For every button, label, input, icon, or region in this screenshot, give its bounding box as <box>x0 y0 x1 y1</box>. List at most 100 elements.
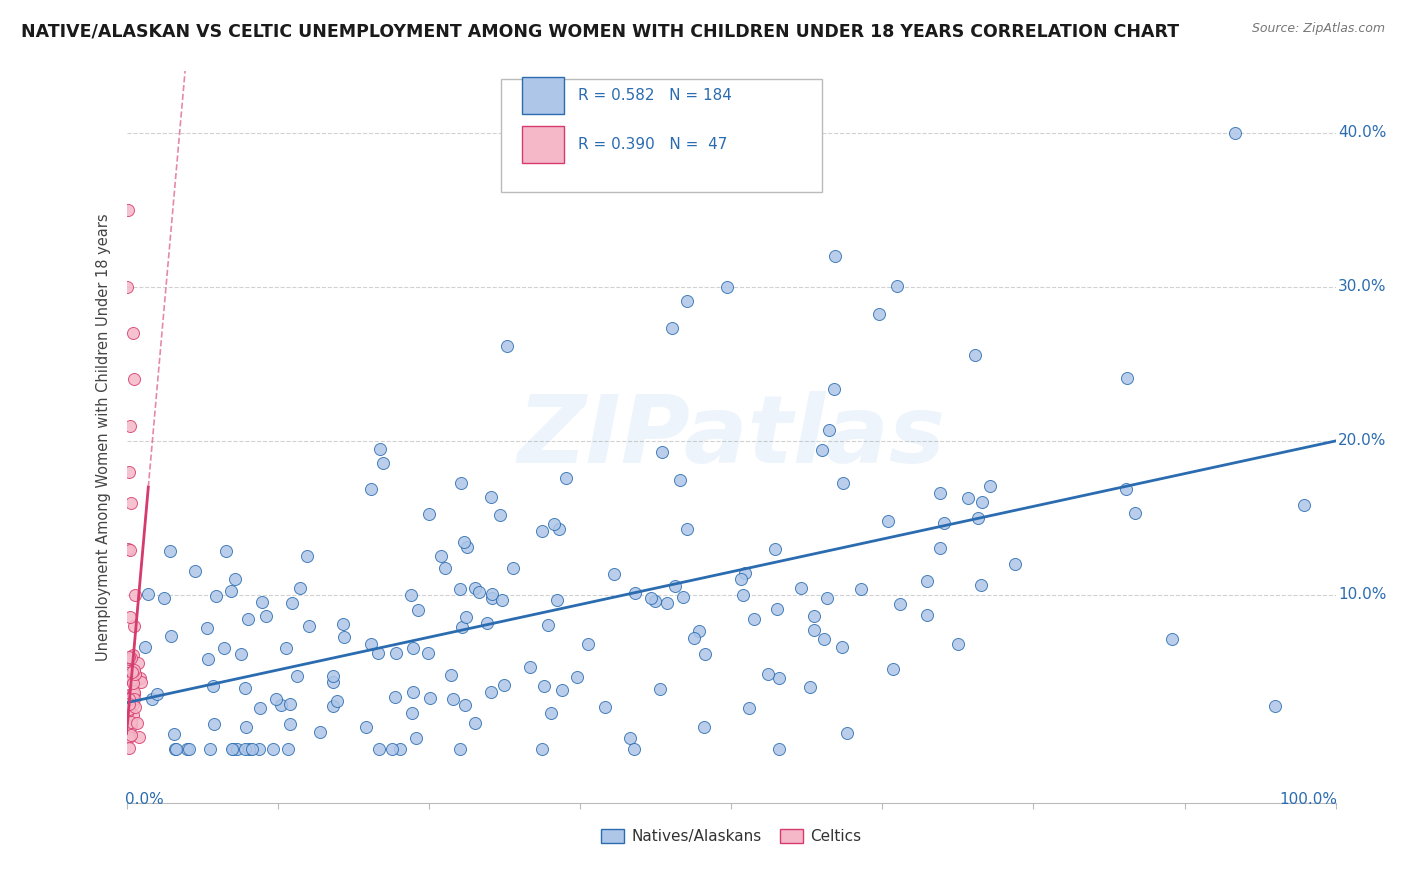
Point <box>957 491 980 505</box>
Point <box>832 476 855 491</box>
Point <box>202 679 225 693</box>
Point <box>716 280 738 294</box>
Point <box>250 595 273 609</box>
Point <box>661 320 683 334</box>
Point <box>388 742 411 756</box>
Point <box>655 596 678 610</box>
Point <box>134 640 156 655</box>
Point <box>402 685 425 699</box>
Point <box>554 471 576 485</box>
Point <box>121 672 143 686</box>
Point <box>763 542 786 557</box>
Point <box>817 423 839 437</box>
Y-axis label: Unemployment Among Women with Children Under 18 years: Unemployment Among Women with Children U… <box>96 213 111 661</box>
Point <box>118 543 141 558</box>
Point <box>121 665 143 679</box>
Point <box>122 685 145 699</box>
Point <box>464 581 486 595</box>
Point <box>118 740 141 755</box>
Point <box>308 725 330 739</box>
Point <box>886 278 908 293</box>
Point <box>768 742 790 756</box>
Point <box>882 662 904 676</box>
Point <box>117 541 139 556</box>
Point <box>669 473 692 487</box>
Point <box>1160 632 1182 646</box>
Point <box>1125 507 1147 521</box>
Point <box>831 640 853 654</box>
Point <box>117 655 139 669</box>
Point <box>120 610 142 624</box>
Text: NATIVE/ALASKAN VS CELTIC UNEMPLOYMENT AMONG WOMEN WITH CHILDREN UNDER 18 YEARS C: NATIVE/ALASKAN VS CELTIC UNEMPLOYMENT AM… <box>21 22 1180 40</box>
Point <box>141 691 163 706</box>
Point <box>454 609 477 624</box>
Point <box>121 675 143 690</box>
Point <box>537 618 560 632</box>
Point <box>159 629 181 643</box>
Point <box>433 561 456 575</box>
Point <box>533 679 555 693</box>
Point <box>122 687 145 701</box>
Point <box>932 516 955 530</box>
Point <box>979 479 1001 493</box>
Point <box>238 742 260 756</box>
Point <box>117 720 139 734</box>
Point <box>742 612 765 626</box>
Point <box>221 742 243 756</box>
Point <box>120 715 142 730</box>
Point <box>766 602 789 616</box>
Point <box>496 339 519 353</box>
Point <box>640 591 662 605</box>
Point <box>531 524 554 538</box>
Point <box>129 674 152 689</box>
Point <box>928 486 950 500</box>
Text: 20.0%: 20.0% <box>1339 434 1386 449</box>
Point <box>118 702 141 716</box>
Point <box>734 566 756 581</box>
Point <box>225 742 247 756</box>
Point <box>1264 698 1286 713</box>
Point <box>270 698 292 713</box>
Point <box>118 672 141 686</box>
Point <box>475 616 498 631</box>
Point <box>122 372 145 386</box>
Point <box>277 742 299 756</box>
Point <box>240 742 263 756</box>
Point <box>298 619 321 633</box>
Point <box>479 490 502 504</box>
Point <box>481 587 503 601</box>
Point <box>183 564 205 578</box>
Point <box>165 742 187 756</box>
Point <box>136 587 159 601</box>
FancyBboxPatch shape <box>522 78 564 114</box>
Point <box>693 720 716 734</box>
Point <box>576 637 599 651</box>
Text: 30.0%: 30.0% <box>1339 279 1386 294</box>
Point <box>756 666 779 681</box>
Point <box>121 728 143 742</box>
Point <box>502 561 524 575</box>
Point <box>737 700 759 714</box>
Point <box>868 307 890 321</box>
Point <box>124 663 146 677</box>
Point <box>118 691 141 706</box>
Point <box>165 742 187 756</box>
Point <box>401 588 423 602</box>
Point <box>454 698 477 712</box>
Point <box>1225 126 1247 140</box>
FancyBboxPatch shape <box>522 126 564 163</box>
Point <box>121 648 143 662</box>
Point <box>406 603 429 617</box>
Point <box>456 540 478 554</box>
Text: 10.0%: 10.0% <box>1339 588 1386 602</box>
Point <box>280 717 302 731</box>
Point <box>1115 482 1137 496</box>
Point <box>877 514 900 528</box>
Point <box>117 698 139 712</box>
Point <box>163 727 186 741</box>
Point <box>195 621 218 635</box>
Point <box>651 445 673 459</box>
Point <box>285 669 308 683</box>
Point <box>117 704 139 718</box>
Point <box>450 476 472 491</box>
